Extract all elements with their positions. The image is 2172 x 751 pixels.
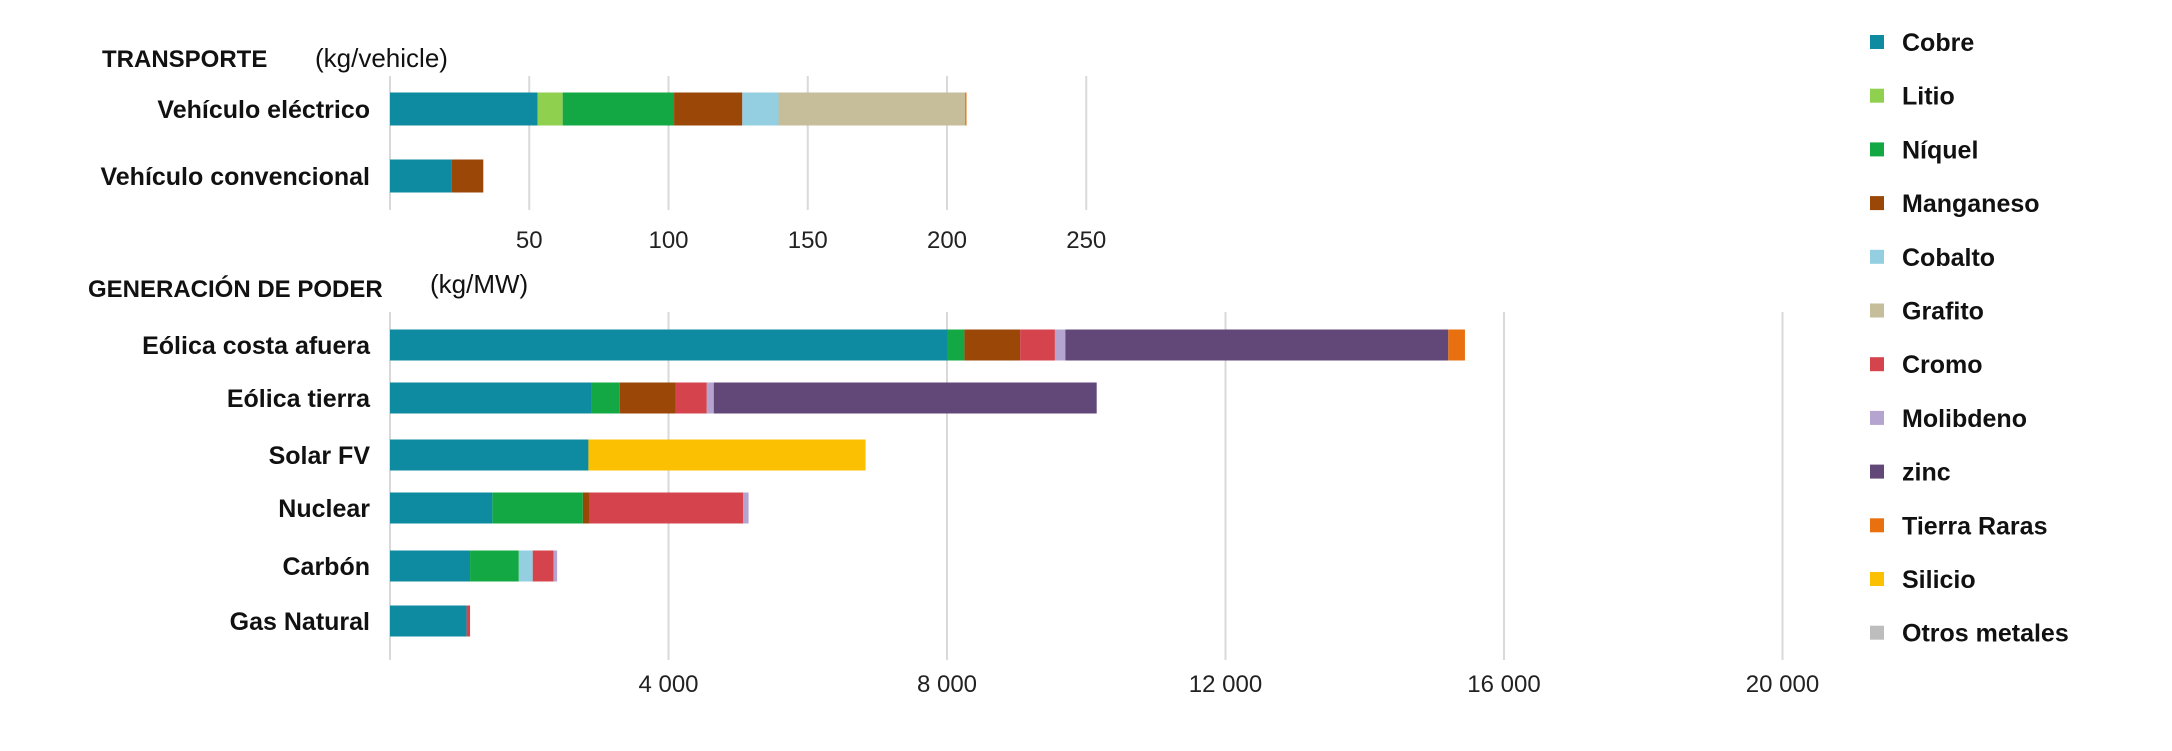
- legend-swatch: [1870, 625, 1884, 640]
- bar-segment-nuclear-manganeso: [582, 492, 590, 524]
- legend-swatch: [1870, 303, 1884, 318]
- legend-label: Cobre: [1902, 29, 1974, 57]
- legend-label: Grafito: [1902, 298, 1984, 326]
- legend-item-manganeso: Manganeso: [1870, 190, 2040, 218]
- legend-swatch: [1870, 196, 1884, 211]
- legend-item-zinc: zinc: [1870, 459, 1951, 487]
- legend-label: Manganeso: [1902, 190, 2040, 218]
- legend-item-cobalto: Cobalto: [1870, 244, 1995, 272]
- bar-segment-carbon-niquel: [470, 550, 519, 582]
- legend-item-cobre: Cobre: [1870, 29, 1974, 57]
- transport-category-label: Vehículo eléctrico: [157, 96, 370, 124]
- power-category-label: Nuclear: [278, 495, 370, 523]
- transport-section-title: TRANSPORTE: [102, 46, 267, 73]
- bar-segment-carbon-cobre: [390, 550, 471, 582]
- legend-label: Cromo: [1902, 351, 1983, 379]
- legend-label: Cobalto: [1902, 244, 1995, 272]
- bar-segment-vehiculo-electrico-cobalto: [742, 92, 779, 126]
- bar-segment-eolica-costa-afuera-cobre: [390, 329, 947, 361]
- power-x-tick-label: 12 000: [1189, 671, 1262, 698]
- bar-segment-vehiculo-electrico-cobre: [390, 92, 538, 126]
- bar-segment-nuclear-niquel: [492, 492, 583, 524]
- legend-swatch: [1870, 410, 1884, 425]
- transport-x-tick-label: 100: [648, 227, 688, 254]
- bar-segment-eolica-tierra-cromo: [675, 382, 707, 414]
- legend-label: Tierra Raras: [1902, 512, 2047, 540]
- transport-category-label: Vehículo convencional: [100, 163, 370, 191]
- bar-segment-vehiculo-convencional-cobre: [390, 159, 452, 193]
- legend-swatch: [1870, 518, 1884, 533]
- bar-segment-nuclear-cobre: [390, 492, 493, 524]
- transport-x-tick-label: 250: [1066, 227, 1106, 254]
- legend-item-molibdeno: Molibdeno: [1870, 405, 2027, 433]
- bar-segment-eolica-costa-afuera-manganeso: [964, 329, 1021, 361]
- bar-segment-eolica-costa-afuera-cromo: [1020, 329, 1055, 361]
- bar-segment-gas-natural-cromo: [466, 605, 471, 637]
- power-section-title: GENERACIÓN DE PODER: [88, 275, 383, 303]
- legend-swatch: [1870, 572, 1884, 586]
- transport-x-tick-label: 50: [516, 227, 543, 254]
- bar-segment-nuclear-molibdeno: [742, 492, 749, 524]
- legend-item-silicio: Silicio: [1870, 566, 1976, 594]
- legend-swatch: [1870, 88, 1884, 103]
- bar-segment-eolica-tierra-zinc: [713, 382, 1097, 414]
- bar-segment-carbon-cobalto: [518, 550, 533, 582]
- power-category-label: Solar FV: [269, 442, 371, 470]
- bar-segment-vehiculo-electrico-grafito: [778, 92, 966, 126]
- bar-segment-solar-fv-cobre: [390, 439, 589, 471]
- bar-segment-eolica-tierra-niquel: [591, 382, 620, 414]
- legend-item-cromo: Cromo: [1870, 351, 1983, 379]
- legend-item-tierra-raras: Tierra Raras: [1870, 512, 2047, 540]
- power-x-tick-label: 16 000: [1467, 671, 1540, 698]
- legend-label: Molibdeno: [1902, 405, 2027, 433]
- power-unit-label: (kg/MW): [430, 269, 528, 299]
- power-category-label: Carbón: [283, 553, 371, 581]
- legend-label: Otros metales: [1902, 620, 2069, 648]
- legend-swatch: [1870, 142, 1884, 157]
- power-category-label: Gas Natural: [230, 608, 370, 636]
- gridlines: [389, 76, 1784, 660]
- bar-segment-eolica-costa-afuera-niquel: [947, 329, 965, 361]
- legend-swatch: [1870, 35, 1884, 49]
- bar-segment-eolica-costa-afuera-tierra-raras: [1448, 329, 1465, 361]
- bar-segment-vehiculo-electrico-tierra-raras: [965, 92, 967, 126]
- legend-item-grafito: Grafito: [1870, 298, 1984, 326]
- legend-label: zinc: [1902, 459, 1951, 487]
- legend-swatch: [1870, 357, 1884, 372]
- bars: [390, 92, 1465, 637]
- power-category-label: Eólica tierra: [227, 385, 371, 413]
- power-x-tick-label: 4 000: [638, 671, 698, 698]
- bar-segment-eolica-tierra-cobre: [390, 382, 592, 414]
- legend-swatch: [1870, 249, 1884, 264]
- legend-label: Níquel: [1902, 136, 1978, 164]
- transport-x-tick-label: 200: [927, 227, 967, 254]
- legend-item-otros-metales: Otros metales: [1870, 620, 2069, 648]
- legend-label: Silicio: [1902, 566, 1976, 594]
- power-x-tick-label: 20 000: [1746, 671, 1819, 698]
- bar-segment-solar-fv-silicio: [588, 439, 866, 471]
- bar-segment-carbon-cromo: [532, 550, 554, 582]
- bar-segment-nuclear-cromo: [589, 492, 743, 524]
- bar-segment-eolica-costa-afuera-molibdeno: [1054, 329, 1066, 361]
- bar-segment-carbon-molibdeno: [553, 550, 558, 582]
- bar-segment-vehiculo-electrico-niquel: [562, 92, 675, 126]
- bar-segment-eolica-costa-afuera-zinc: [1065, 329, 1449, 361]
- legend-label: Litio: [1902, 83, 1955, 111]
- power-x-tick-label: 8 000: [917, 671, 977, 698]
- bar-segment-vehiculo-electrico-litio: [537, 92, 563, 126]
- transport-x-tick-label: 150: [788, 227, 828, 254]
- transport-unit-label: (kg/vehicle): [315, 43, 448, 73]
- power-category-label: Eólica costa afuera: [142, 332, 371, 360]
- bar-segment-eolica-tierra-molibdeno: [706, 382, 714, 414]
- legend-item-litio: Litio: [1870, 83, 1955, 111]
- legend: Cobre Litio Níquel Manganeso Cobalto Grafito C…: [1870, 29, 2069, 648]
- bar-segment-eolica-tierra-manganeso: [619, 382, 676, 414]
- bar-segment-gas-natural-cobre: [390, 605, 467, 637]
- labels: TRANSPORTE (kg/vehicle) GENERACIÓN DE PO…: [88, 43, 1819, 698]
- legend-item-niquel: Níquel: [1870, 136, 1978, 164]
- bar-segment-vehiculo-electrico-manganeso: [674, 92, 743, 126]
- bar-segment-vehiculo-convencional-manganeso: [451, 159, 484, 193]
- legend-swatch: [1870, 464, 1884, 479]
